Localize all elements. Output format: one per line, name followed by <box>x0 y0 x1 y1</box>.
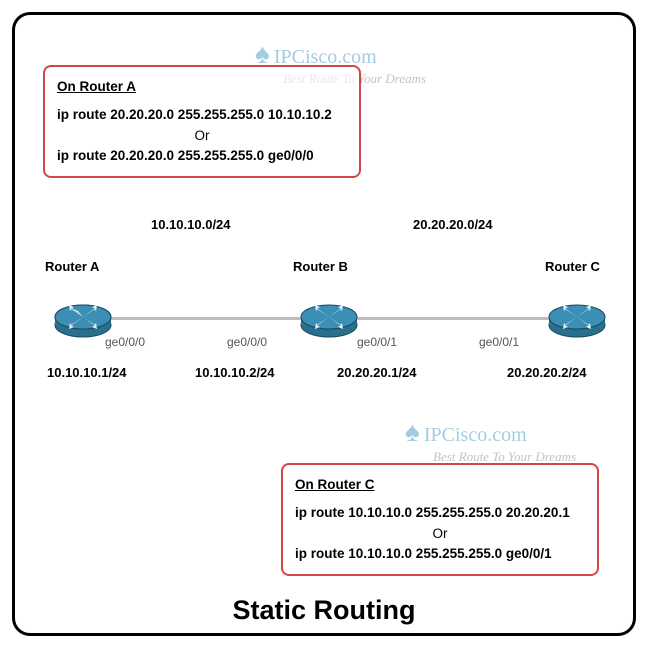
ip-b-right: 20.20.20.1/24 <box>337 365 417 380</box>
diagram-frame: ♠IPCisco.com Best Route To Your Dreams O… <box>12 12 636 636</box>
config-c-or: Or <box>295 524 585 544</box>
link-a-b <box>105 317 305 320</box>
router-b-label: Router B <box>293 259 348 274</box>
ip-a: 10.10.10.1/24 <box>47 365 127 380</box>
watermark-bottom: ♠IPCisco.com Best Route To Your Dreams <box>405 417 576 465</box>
ip-c: 20.20.20.2/24 <box>507 365 587 380</box>
config-a-or: Or <box>57 126 347 146</box>
config-a-cmd2: ip route 20.20.20.0 255.255.255.0 ge0/0/… <box>57 148 314 163</box>
config-box-router-c: On Router C ip route 10.10.10.0 255.255.… <box>281 463 599 576</box>
iface-b-right: ge0/0/1 <box>357 335 397 349</box>
config-box-router-a: On Router A ip route 20.20.20.0 255.255.… <box>43 65 361 178</box>
iface-a-right: ge0/0/0 <box>105 335 145 349</box>
config-a-cmd1: ip route 20.20.20.0 255.255.255.0 10.10.… <box>57 107 332 122</box>
router-c-label: Router C <box>545 259 600 274</box>
link-b-c <box>355 317 553 320</box>
network-label-2: 20.20.20.0/24 <box>413 217 493 232</box>
router-b-icon <box>299 295 359 339</box>
config-c-cmd1: ip route 10.10.10.0 255.255.255.0 20.20.… <box>295 505 570 520</box>
flame-icon: ♠ <box>405 417 420 448</box>
config-c-cmd2: ip route 10.10.10.0 255.255.255.0 ge0/0/… <box>295 546 552 561</box>
router-a-icon <box>53 295 113 339</box>
config-c-title: On Router C <box>295 475 585 495</box>
watermark-brand-2: IPCisco.com <box>424 424 527 446</box>
network-label-1: 10.10.10.0/24 <box>151 217 231 232</box>
router-c-icon <box>547 295 607 339</box>
iface-c-left: ge0/0/1 <box>479 335 519 349</box>
iface-b-left: ge0/0/0 <box>227 335 267 349</box>
config-a-title: On Router A <box>57 77 347 97</box>
ip-b-left: 10.10.10.2/24 <box>195 365 275 380</box>
router-a-label: Router A <box>45 259 99 274</box>
diagram-title: Static Routing <box>15 595 633 626</box>
